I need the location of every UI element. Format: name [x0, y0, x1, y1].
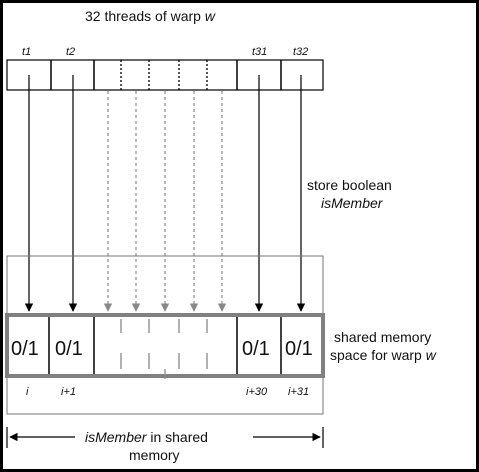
- index-label-i: i: [26, 386, 29, 398]
- shared-memory-label: shared memory: [334, 329, 431, 345]
- thread-label-t32: t32: [293, 46, 308, 58]
- shared-memory-cells: [5, 313, 325, 379]
- warp-shared-memory-diagram: 32 threads of warp w t1 t2 t31 t32 store: [5, 8, 437, 463]
- thread-label-t2: t2: [66, 46, 75, 58]
- cell-value-i-plus-1: 0/1: [55, 338, 83, 360]
- thread-box: [6, 59, 324, 91]
- diagram-title: 32 threads of warp w: [85, 8, 216, 24]
- index-label-i-plus-1: i+1: [61, 386, 76, 398]
- dimension-arrow: [6, 427, 324, 448]
- store-boolean-label: store boolean: [307, 177, 392, 193]
- cell-value-i: 0/1: [11, 338, 39, 360]
- cell-value-i-plus-31: 0/1: [285, 338, 313, 360]
- bottom-label-memory: memory: [129, 447, 180, 463]
- ismember-label: isMember: [321, 195, 384, 211]
- solid-arrows: [24, 75, 306, 312]
- index-label-i-plus-30: i+30: [246, 386, 268, 398]
- thread-label-t1: t1: [22, 46, 31, 58]
- dashed-arrows: [103, 91, 227, 312]
- cell-value-i-plus-30: 0/1: [242, 338, 270, 360]
- bottom-label: isMember in shared: [85, 429, 208, 445]
- warp-space-label: space for warp w: [330, 347, 437, 363]
- thread-label-t31: t31: [252, 46, 267, 58]
- index-label-i-plus-31: i+31: [288, 386, 309, 398]
